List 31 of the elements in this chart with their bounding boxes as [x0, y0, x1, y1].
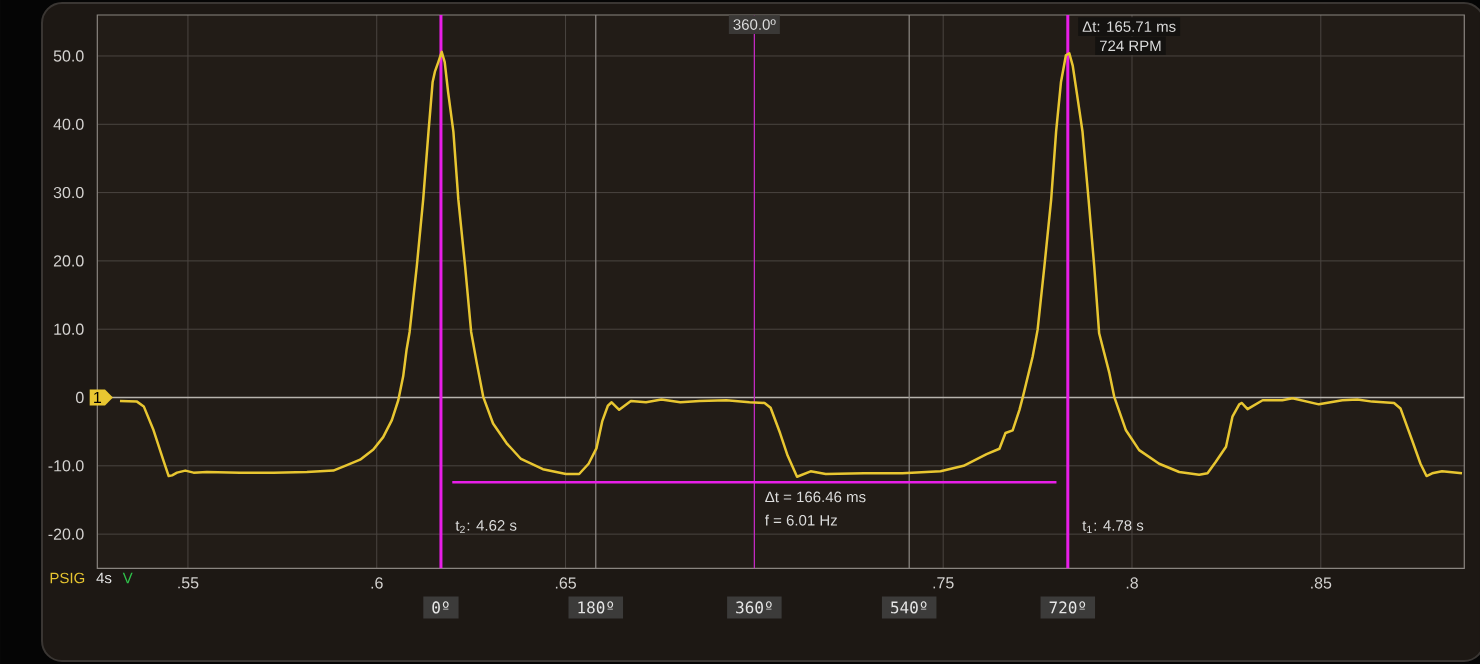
- annotation: 0º: [432, 601, 449, 614]
- annotation: 540º: [891, 601, 927, 614]
- y-tick-label: 10.0: [54, 323, 84, 335]
- y-tick-label: -20.0: [48, 528, 84, 540]
- text: V: [122, 572, 133, 584]
- annotation: 180º: [578, 601, 614, 614]
- line-series: [118, 50, 1464, 478]
- x-axis-title: 4s: [96, 572, 112, 584]
- annotation: Δt: 165.71 ms: [1082, 21, 1176, 32]
- x-tick-label: .75: [933, 577, 954, 589]
- x-tick-label: .55: [178, 577, 199, 589]
- x-tick-label: .8: [1126, 577, 1138, 589]
- x-tick-label: .85: [1311, 577, 1332, 589]
- annotation: 724 RPM: [1099, 40, 1161, 51]
- annotation: 360.0º: [733, 19, 776, 30]
- x-tick-label: .65: [555, 577, 576, 589]
- annotation: t$_{2}$: 4.62 s: [455, 520, 517, 534]
- y-tick-label: 0: [75, 391, 84, 404]
- annotation: 360º: [736, 601, 772, 614]
- annotation: 720º: [1049, 601, 1086, 614]
- y-tick-label: -10.0: [48, 460, 84, 472]
- annotation: f = 6.01 Hz: [764, 514, 837, 526]
- y-tick-label: 30.0: [53, 186, 84, 199]
- y-tick-label: 40.0: [53, 118, 84, 130]
- series-label: Δt = 166.46 ms: [765, 491, 866, 503]
- y-tick-label: 20.0: [53, 255, 84, 267]
- text: PSIG: [50, 572, 85, 584]
- x-tick-label: .6: [371, 577, 383, 589]
- annotation: t$_{1}$: 4.78 s: [1082, 520, 1144, 534]
- y-tick-label: 50.0: [53, 50, 84, 62]
- annotation: 1: [94, 392, 102, 404]
